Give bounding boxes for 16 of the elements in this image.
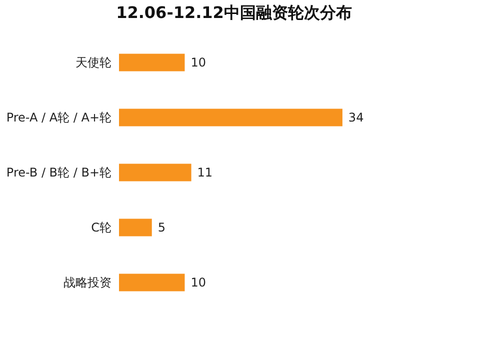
y-tick-label: 战略投资 [64, 276, 112, 290]
y-tick-label: Pre-A / A轮 / A+轮 [6, 110, 112, 124]
bar [119, 108, 342, 126]
bar [119, 54, 185, 72]
bar [119, 164, 192, 182]
data-label: 10 [190, 56, 206, 70]
data-label: 5 [158, 220, 166, 234]
data-label: 10 [190, 276, 206, 290]
data-label: 34 [348, 110, 364, 124]
bar [119, 274, 185, 292]
chart-title: 12.06-12.12中国融资轮次分布 [116, 3, 352, 22]
bar [119, 218, 152, 236]
y-tick-label: 天使轮 [76, 56, 112, 70]
data-label: 11 [197, 166, 213, 180]
y-tick-label: Pre-B / B轮 / B+轮 [6, 166, 112, 180]
y-tick-label: C轮 [91, 220, 112, 234]
